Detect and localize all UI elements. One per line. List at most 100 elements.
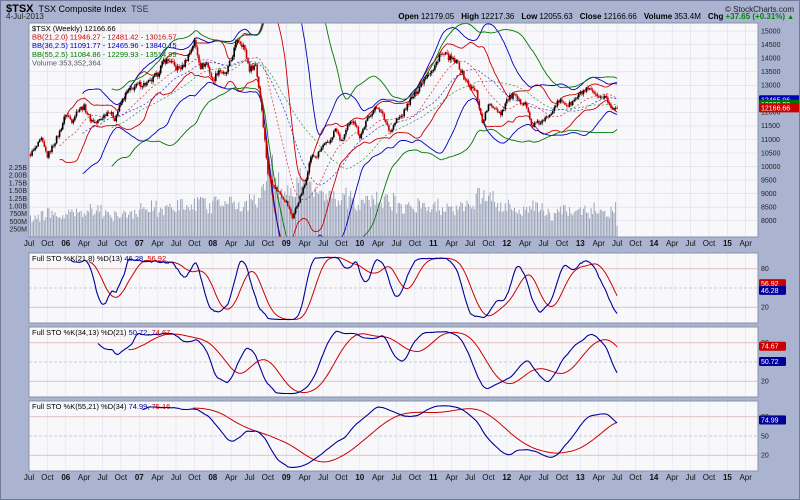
bb-lower [111,87,618,237]
price-tick-label: 8500 [761,205,777,212]
x-tick-label: Oct [115,239,128,248]
x-tick-label: Apr [151,473,164,482]
x-tick-label: Jul [391,473,401,482]
x-tick-label: Jul [97,239,107,248]
open-label: Open [398,12,419,21]
x-tick-label: Jul [97,473,107,482]
x-tick-label: 14 [649,473,658,482]
x-tick-label: Apr [592,473,605,482]
price-tick-label: 15000 [761,28,781,35]
quote-open: Open 12179.05 [398,12,454,21]
x-tick-label: Apr [298,239,311,248]
quote-close: Close 12166.66 [580,12,637,21]
x-tick-label: Oct [482,239,495,248]
bb-upper [59,23,618,182]
x-tick-label: Jul [318,473,328,482]
legend-row: BB(21,2.0) 11946.27 - 12481.42 - 13016.5… [32,33,177,42]
x-tick-label: Apr [225,473,238,482]
stoch-value-tag [759,357,786,366]
volume-tick-label: 2.25B [9,165,28,172]
x-tick-label: Jul [244,473,254,482]
chart-date: 4-Jul-2013 [6,12,44,21]
x-tick-label: Jul [318,239,328,248]
x-tick-label: 11 [429,473,438,482]
x-tick-label: 06 [61,239,70,248]
legend-row: Volume 353,352,364 [32,58,101,67]
price-tag [759,103,799,113]
main-grid [28,23,758,237]
stoch-value-tag [759,341,786,351]
x-tick-label: Jul [24,473,34,482]
stoch-value-tag-text: 46.28 [761,288,779,295]
x-tick-label: Jul [171,473,181,482]
x-tick-label: Oct [409,239,422,248]
x-tick-label: 07 [135,239,144,248]
candle-bodies-down [29,39,618,219]
x-tick-label: Oct [262,473,275,482]
volume-tick-label: 1.75B [9,180,28,187]
panel-background [29,327,758,397]
stoch-tick-label: 50 [761,433,769,440]
stoch-value-tag-text: 56.92 [761,281,779,288]
high-value: 12217.36 [480,12,515,21]
panel-background [29,253,758,323]
price-tick-label: 9500 [761,177,777,184]
quote-volume: Volume 353.4M [644,12,701,21]
x-axis-labels: Jul Oct 06 Apr Jul Oct 07 Apr Jul Oct 08 Apr Jul Oct 0… [24,239,752,248]
x-tick-label: 13 [576,473,585,482]
x-tick-label: 11 [429,239,438,248]
x-tick-label: 12 [502,239,511,248]
bollinger-bands [59,23,618,237]
price-tick-label: 11000 [761,137,780,144]
stoch-value-tag [759,415,786,425]
x-tick-label: 08 [208,239,217,248]
legend-row: $TSX (Weekly) 12166.66 [32,24,116,33]
legend-row: BB(55,2.5) 11084.86 - 12299.93 - 13514.9… [32,50,177,59]
header-row-1: $TSX TSX Composite Index TSE © StockChar… [6,3,794,15]
x-tick-label: Oct [115,473,128,482]
volume-tick-label: 2.00B [9,173,28,180]
stoch-tick-label: 20 [761,453,769,460]
price-tag-value: 12166.66 [761,105,790,112]
x-tick-label: 10 [355,239,364,248]
x-tick-label: Oct [262,239,275,248]
copyright-text: © StockCharts.com [724,5,794,14]
price-tick-label: 11500 [761,123,780,130]
x-tick-label: Apr [372,239,385,248]
x-tick-label: Oct [335,239,348,248]
bb-lower [82,81,618,237]
volume-value: 353.4M [674,12,701,21]
x-tick-label: 12 [502,473,511,482]
bb-upper [82,23,618,136]
x-tick-label: Jul [685,473,695,482]
open-value: 12179.05 [420,12,455,21]
volume-tick-label: 1.25B [9,196,28,203]
volume-tick-label: 1.50B [9,188,28,195]
x-tick-label: Oct [188,239,201,248]
x-tick-label: Apr [519,239,532,248]
stoch-value-tag-text: 50.72 [761,359,779,366]
stoch-d-line [192,407,618,463]
x-tick-label: Apr [519,473,532,482]
x-tick-label: Apr [739,473,752,482]
price-tick-label: 13000 [761,83,781,90]
exchange-label: TSE [131,4,149,14]
low-value: 12055.63 [539,12,573,21]
quote-high: High 12217.36 [461,12,514,21]
x-tick-label: Jul [171,239,181,248]
stoch-d-line [128,331,618,393]
high-label: High [461,12,479,21]
x-tick-label: Oct [629,239,642,248]
x-tick-label: Jul [391,239,401,248]
x-tick-label: Apr [78,239,91,248]
chg-up-arrow-icon: ▲ [787,14,794,21]
x-tick-label: Apr [666,239,679,248]
panel-legend: Full STO %K(21,8) %D(13) 46.28, 56.92 [32,254,166,263]
volume-label: Volume [643,12,673,21]
stoch-k-line [70,256,618,321]
x-tick-label: Jul [465,473,475,482]
price-axis-labels: 8000 8500 9000 9500 10000 10500 11000 11500 1200… [761,28,781,225]
